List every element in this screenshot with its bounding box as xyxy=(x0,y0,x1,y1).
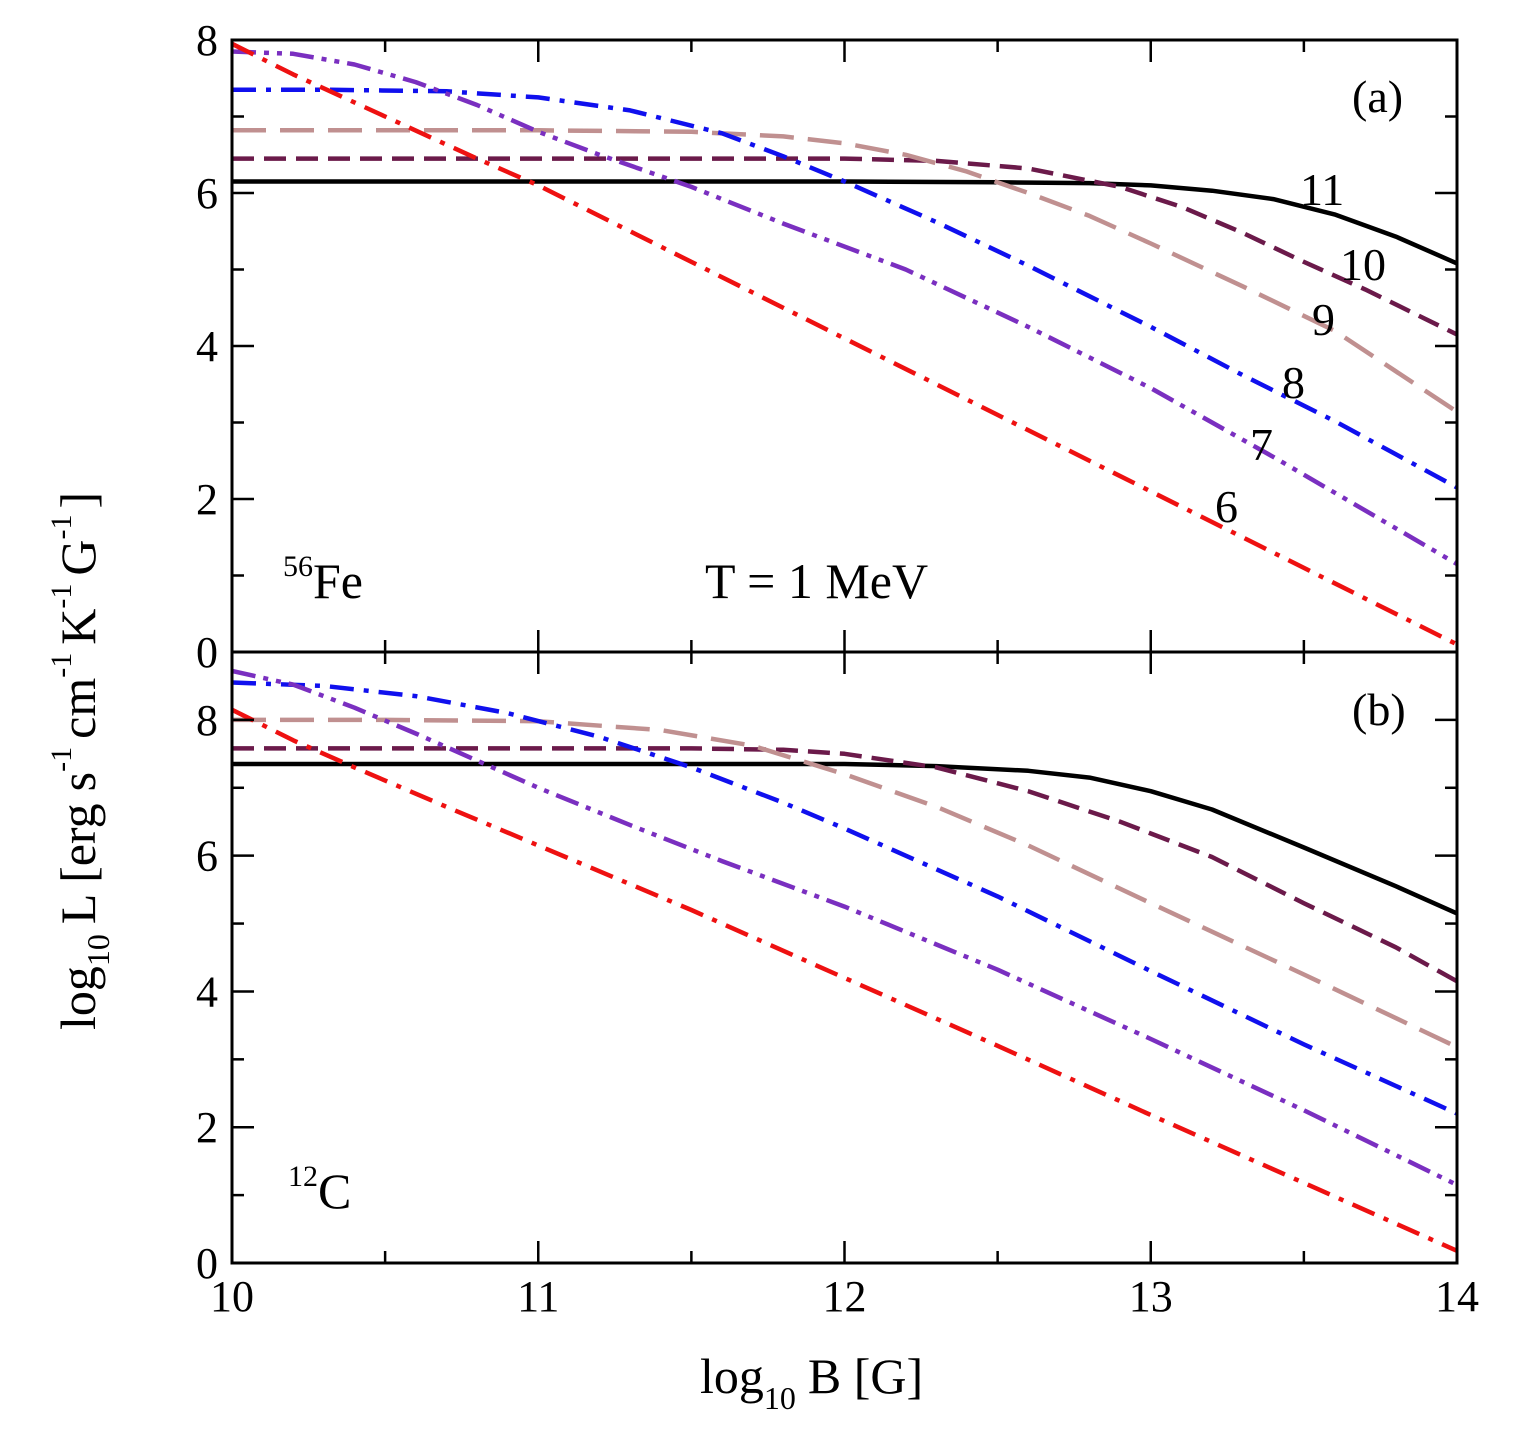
panel-b-nucleus-label: 12C xyxy=(288,1160,351,1219)
x-tick-label: 11 xyxy=(517,1272,559,1321)
x-tick-label: 12 xyxy=(823,1272,867,1321)
panel-a-label: (a) xyxy=(1352,71,1403,122)
panel-a-ytick-label: 0 xyxy=(196,628,218,677)
panel-b-label: (b) xyxy=(1352,684,1406,735)
panel-a-series-9 xyxy=(232,128,1457,414)
curve-label-9: 9 xyxy=(1312,294,1335,345)
panel-a-temperature-label: T = 1 MeV xyxy=(705,553,928,609)
y-axis-prefix-sub: 10 xyxy=(80,934,116,966)
panel-b-nucleus-symbol: C xyxy=(318,1163,351,1219)
panel-b-ytick-label: 6 xyxy=(196,832,218,881)
y-axis-unit-g: G xyxy=(50,540,106,576)
panel-b-series-7 xyxy=(232,668,1457,1187)
curve-label-6: 6 xyxy=(1215,481,1238,532)
panel-a-ytick-label: 8 xyxy=(196,16,218,65)
panel-b-series-8 xyxy=(232,680,1457,1116)
panel-a-series-group xyxy=(232,41,1457,647)
panel-a-series-7 xyxy=(232,49,1457,566)
panel-b-series-9 xyxy=(232,717,1457,1050)
x-axis-quantity: B [G] xyxy=(808,1348,923,1404)
y-axis-exp-k: -1 xyxy=(45,584,78,609)
panel-b-nucleus-mass: 12 xyxy=(288,1160,318,1193)
y-axis-exp-s: -1 xyxy=(45,747,78,772)
x-tick-label: 13 xyxy=(1129,1272,1173,1321)
panel-a-nucleus-label: 56Fe xyxy=(283,550,363,609)
panel-a-series-10 xyxy=(232,156,1457,337)
x-axis-label: log10 B [G] xyxy=(700,1348,923,1416)
panel-b-series-10 xyxy=(232,746,1457,984)
y-axis-label: log10L [ergs-1cm-1K-1G-1] xyxy=(45,492,116,1030)
panel-b-series-group xyxy=(232,668,1457,1253)
panel-a-nucleus-symbol: Fe xyxy=(313,553,363,609)
y-axis-unit-cm: cm xyxy=(50,678,106,739)
panel-a-ytick-label: 2 xyxy=(196,475,218,524)
x-axis-prefix: log xyxy=(700,1348,764,1404)
panel-b-series-6 xyxy=(232,707,1457,1253)
y-axis-unit-s: s xyxy=(50,772,106,791)
panel-a-nucleus-mass: 56 xyxy=(283,550,313,583)
y-axis-unit-k: K xyxy=(50,609,106,645)
panel-a-series-8 xyxy=(232,87,1457,490)
curve-label-11: 11 xyxy=(1300,164,1344,215)
y-axis-prefix: log xyxy=(50,966,106,1030)
curve-label-8: 8 xyxy=(1282,357,1305,408)
y-axis-exp-g: -1 xyxy=(45,515,78,540)
x-axis-prefix-sub: 10 xyxy=(764,1380,796,1416)
panel-b-ytick-label: 0 xyxy=(196,1239,218,1288)
panel-b-ytick-label: 2 xyxy=(196,1103,218,1152)
panel-a-ytick-label: 6 xyxy=(196,169,218,218)
curve-label-10: 10 xyxy=(1340,239,1386,290)
panel-b-ytick-label: 8 xyxy=(196,696,218,745)
y-axis-quantity: L [erg xyxy=(50,803,106,924)
curve-label-7: 7 xyxy=(1250,419,1273,470)
panel-b-ytick-label: 4 xyxy=(196,967,218,1016)
panel-b-series-11 xyxy=(232,761,1457,916)
panel-b-plot: 0 2 4 6 8 10 11 12 13 14 xyxy=(196,650,1479,1321)
y-axis-exp-cm: -1 xyxy=(45,653,78,678)
panel-a-ytick-label: 4 xyxy=(196,322,218,371)
y-axis-close: ] xyxy=(50,492,106,509)
panel-a-series-11 xyxy=(232,179,1457,266)
panel-a-series-6 xyxy=(232,41,1457,647)
x-tick-label: 14 xyxy=(1435,1272,1479,1321)
x-tick-label: 10 xyxy=(210,1272,254,1321)
